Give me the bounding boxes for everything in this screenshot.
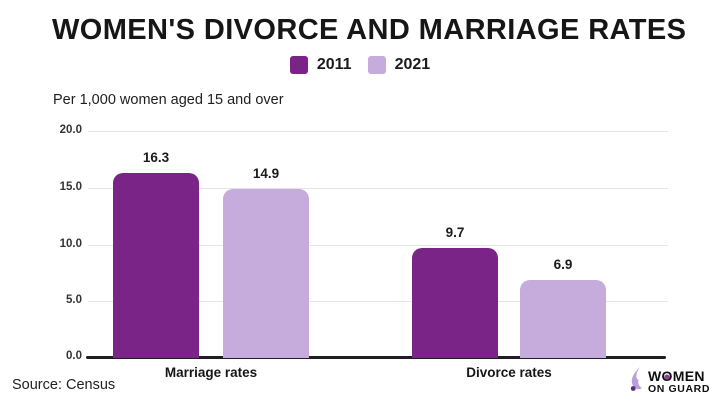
- logo-text: WOMEN ON GUARD: [648, 369, 710, 395]
- legend-swatch-2011: [289, 56, 308, 74]
- y-tick-label: 0.0: [66, 350, 82, 362]
- chart-subtitle: Per 1,000 women aged 15 and over: [53, 92, 284, 108]
- chart-title: WOMEN'S DIVORCE AND MARRIAGE RATES: [52, 14, 687, 46]
- plot-area: 20.0 15.0 10.0 5.0 0.0 16.3 14.9 9.7 6.9…: [60, 124, 668, 380]
- y-tick-label: 5.0: [66, 294, 82, 306]
- bar-marriage-2021: 14.9: [223, 166, 309, 358]
- legend-label-2021: 2021: [394, 56, 431, 73]
- category-label-divorce: Divorce rates: [466, 365, 552, 380]
- y-tick-label: 10.0: [59, 238, 82, 250]
- logo-letter-o: O: [661, 368, 673, 385]
- source-note: Source: Census: [12, 377, 116, 393]
- legend: 2011 2021: [0, 56, 720, 74]
- gridline-10: [88, 245, 668, 246]
- bar-value-label: 16.3: [142, 150, 170, 165]
- category-label-marriage: Marriage rates: [164, 365, 258, 380]
- legend-swatch-2021: [367, 56, 386, 74]
- y-tick-label: 15.0: [59, 181, 82, 193]
- gridline-15: [88, 188, 668, 189]
- bar-divorce-2021: 6.9: [520, 257, 606, 358]
- gridline-5: [88, 301, 668, 302]
- logo-letter: W: [648, 368, 662, 385]
- legend-item-2021: 2021: [367, 56, 431, 74]
- logo-line2: ON GUARD: [648, 383, 710, 396]
- women-on-guard-icon: [629, 366, 645, 398]
- bar-value-label: 6.9: [553, 256, 573, 272]
- gridline-20: [88, 131, 668, 132]
- bar-value-label: 14.9: [252, 165, 280, 181]
- y-tick-label: 20.0: [59, 124, 82, 136]
- women-on-guard-logo: WOMEN ON GUARD: [629, 366, 710, 398]
- logo-letters: MEN: [672, 368, 705, 385]
- legend-label-2011: 2011: [316, 56, 352, 73]
- x-axis-line: [86, 356, 666, 359]
- bar-marriage-2011: 16.3: [113, 150, 199, 358]
- legend-item-2011: 2011: [289, 56, 352, 74]
- bar-divorce-2011: 9.7: [412, 225, 498, 358]
- bar-value-label: 9.7: [445, 224, 465, 240]
- logo-line1: WOMEN: [648, 369, 710, 383]
